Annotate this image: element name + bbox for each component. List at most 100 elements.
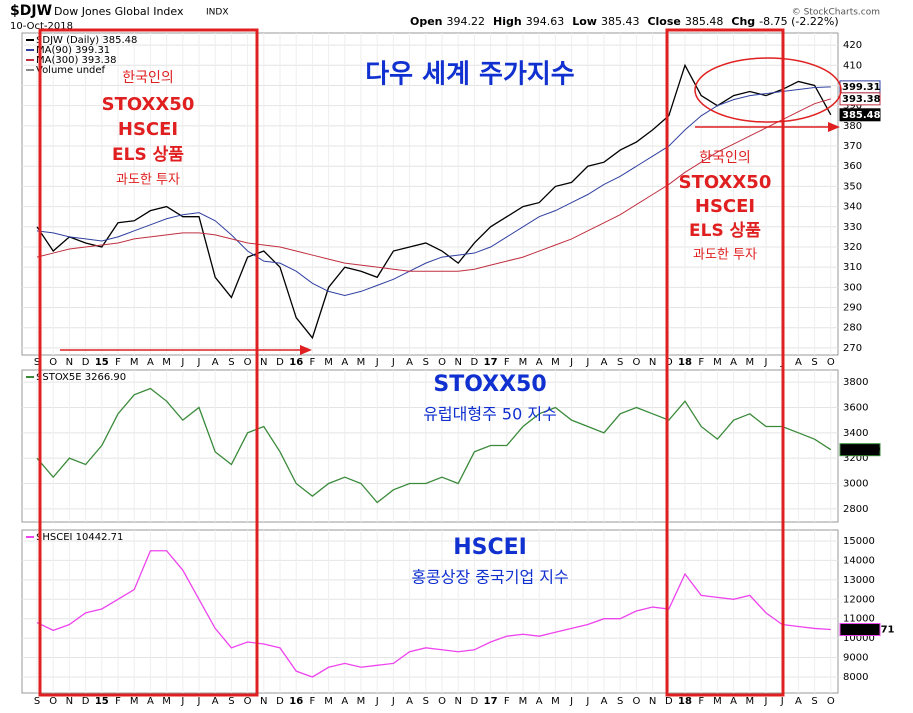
y-tick-label: 8000 xyxy=(843,672,868,683)
series-line xyxy=(36,86,831,296)
annotation: HSCEI xyxy=(695,196,755,217)
x-tick-label: F xyxy=(115,696,121,707)
x-tick-label: M xyxy=(713,696,722,707)
last-value-label: 399.31 xyxy=(842,82,881,93)
x-tick-label: A xyxy=(730,357,737,368)
x-tick-label: N xyxy=(454,357,461,368)
y-tick-label: 390 xyxy=(843,101,862,112)
x-tick-label: S xyxy=(811,357,817,368)
y-tick-label: 10000 xyxy=(843,633,875,644)
quote-value: 385.48 xyxy=(685,15,724,28)
y-tick-label: 14000 xyxy=(843,555,875,566)
quote-label: Close xyxy=(647,15,680,28)
x-tick-label: O xyxy=(632,357,640,368)
x-tick-label: A xyxy=(795,357,802,368)
y-tick-label: 310 xyxy=(843,262,862,273)
symbol: $DJW xyxy=(10,3,52,19)
x-tick-label: J xyxy=(764,357,768,368)
x-tick-label: F xyxy=(310,357,316,368)
annotation: 홍콩상장 중국기업 지수 xyxy=(411,568,568,587)
highlight-box xyxy=(38,28,259,697)
exchange: INDX xyxy=(206,8,228,18)
x-tick-label: A xyxy=(341,696,348,707)
x-tick-label: M xyxy=(357,696,366,707)
x-tick-label: J xyxy=(569,357,573,368)
x-tick-label: S xyxy=(228,357,234,368)
series-line xyxy=(36,63,832,340)
highlight-ellipse xyxy=(694,57,842,123)
y-tick-label: 13000 xyxy=(843,575,875,586)
x-tick-label: 18 xyxy=(678,357,692,368)
x-tick-label: F xyxy=(504,357,510,368)
x-tick-label: S xyxy=(34,357,40,368)
x-tick-label: J xyxy=(391,357,395,368)
x-tick-label: N xyxy=(66,357,73,368)
x-tick-label: D xyxy=(665,696,673,707)
last-value-tag xyxy=(839,92,881,106)
x-tick-label: S xyxy=(423,696,429,707)
x-tick-label: N xyxy=(649,696,656,707)
x-tick-label: O xyxy=(438,357,446,368)
x-tick-label: F xyxy=(504,696,510,707)
y-tick-label: 3400 xyxy=(843,428,868,439)
x-tick-label: J xyxy=(780,696,784,707)
x-tick-label: J xyxy=(375,357,379,368)
x-tick-label: M xyxy=(519,357,528,368)
source: © StockCharts.com xyxy=(792,8,880,18)
x-tick-label: O xyxy=(632,696,640,707)
y-tick-label: 350 xyxy=(843,181,862,192)
arrow-head xyxy=(300,345,312,355)
annotation: 다우 세계 주가지수 xyxy=(365,60,574,90)
last-value-tag xyxy=(839,623,881,637)
series-line xyxy=(36,387,832,504)
quote-label: Chg xyxy=(731,15,755,28)
x-tick-label: M xyxy=(162,696,171,707)
x-tick-label: A xyxy=(730,696,737,707)
x-tick-label: J xyxy=(197,357,201,368)
x-tick-label: A xyxy=(536,357,543,368)
quote-label: High xyxy=(493,15,522,28)
x-tick-label: M xyxy=(745,357,754,368)
last-value-tag xyxy=(839,108,881,122)
annotation: 한국인의 xyxy=(699,150,751,166)
y-tick-label: 11000 xyxy=(843,614,875,625)
x-tick-label: A xyxy=(601,357,608,368)
x-tick-label: A xyxy=(212,357,219,368)
y-tick-label: 2800 xyxy=(843,504,868,515)
quote-value: 394.63 xyxy=(526,15,565,28)
x-tick-label: O xyxy=(244,696,252,707)
x-tick-label: D xyxy=(276,696,284,707)
x-tick-label: A xyxy=(406,696,413,707)
last-value-label: 10442.71 xyxy=(842,625,895,636)
x-tick-label: F xyxy=(698,357,704,368)
quote-label: Low xyxy=(572,15,597,28)
x-tick-label: J xyxy=(180,696,184,707)
x-tick-label: S xyxy=(34,696,40,707)
x-tick-label: M xyxy=(745,696,754,707)
legend-entry: $DJW (Daily) 385.48 xyxy=(36,35,137,46)
x-tick-label: J xyxy=(585,357,589,368)
x-tick-label: A xyxy=(536,696,543,707)
quote-value: -8.75 (-2.22%) xyxy=(759,15,838,28)
annotation: STOXX50 xyxy=(679,172,772,193)
x-tick-label: J xyxy=(585,696,589,707)
quote-value: 385.43 xyxy=(601,15,640,28)
y-tick-label: 420 xyxy=(843,40,862,51)
y-tick-label: 12000 xyxy=(843,594,875,605)
x-tick-label: 17 xyxy=(484,696,498,707)
annotation: ELS 상품 xyxy=(689,221,761,241)
annotation: HSCEI xyxy=(453,535,527,560)
series-line xyxy=(36,550,831,678)
x-tick-label: 15 xyxy=(95,357,109,368)
x-tick-label: O xyxy=(49,357,57,368)
x-tick-label: D xyxy=(471,696,479,707)
x-tick-label: 17 xyxy=(484,357,498,368)
x-tick-label: N xyxy=(649,357,656,368)
quote: Open 394.22 High 394.63 Low 385.43 Close 385.48… xyxy=(410,15,839,28)
legend-entry: $HSCEI 10442.71 xyxy=(36,532,123,543)
x-tick-label: M xyxy=(324,357,333,368)
x-tick-label: M xyxy=(130,357,139,368)
annotation: 과도한 투자 xyxy=(116,173,180,188)
x-tick-label: J xyxy=(391,696,395,707)
plots: 270 280 290 300 310 320 330 340 350 360 370 380 390 4… xyxy=(22,33,895,707)
